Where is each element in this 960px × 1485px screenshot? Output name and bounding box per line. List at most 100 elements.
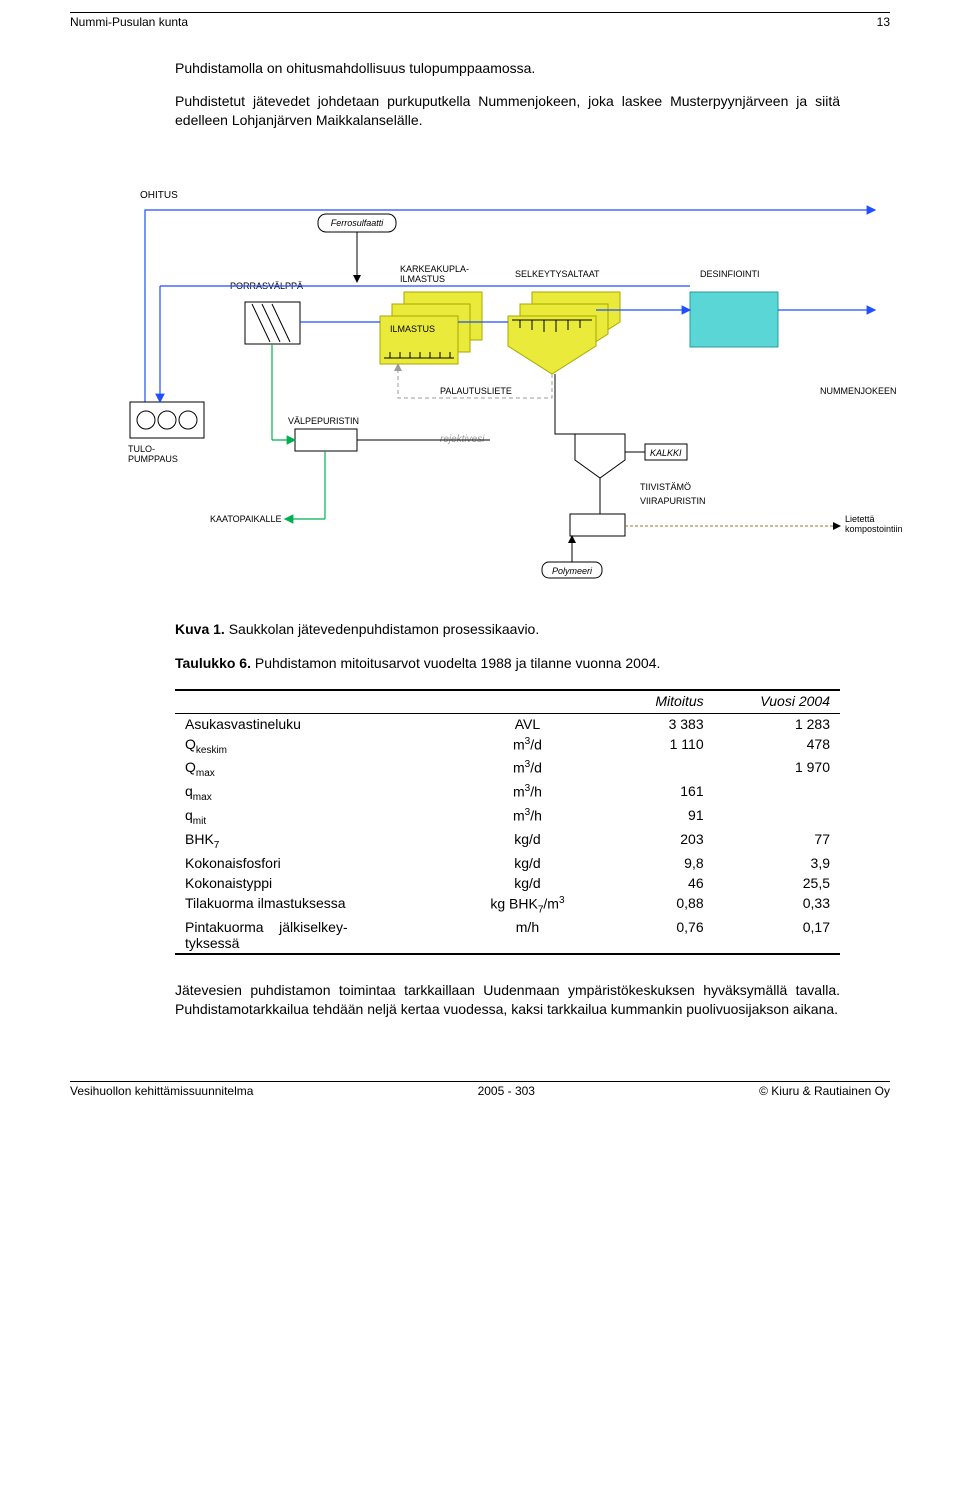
- cell-mit: 46: [587, 873, 713, 893]
- label-nummen: NUMMENJOKEEN: [820, 386, 897, 396]
- cell-unit: m3/d: [468, 734, 588, 758]
- cell-mit: 0,76: [587, 917, 713, 954]
- cell-mit: 3 383: [587, 713, 713, 734]
- cell-mit: 203: [587, 829, 713, 853]
- kuva1-caption: Kuva 1. Saukkolan jätevedenpuhdistamon p…: [175, 621, 840, 637]
- label-tulo-1: TULO-: [128, 444, 155, 454]
- cell-name: qmit: [175, 805, 468, 829]
- cell-unit: kg/d: [468, 829, 588, 853]
- cell-name: Pintakuorma jälkiselkey-tyksessä: [175, 917, 468, 954]
- label-liete-1: Lietettä: [845, 514, 875, 524]
- cell-unit: m3/h: [468, 781, 588, 805]
- footer-mid: 2005 - 303: [478, 1084, 535, 1098]
- kuva1-label: Kuva 1.: [175, 621, 225, 637]
- cell-2004: 77: [714, 829, 840, 853]
- cell-mit: 9,8: [587, 853, 713, 873]
- label-ohitus: OHITUS: [140, 190, 178, 201]
- cell-name: qmax: [175, 781, 468, 805]
- table-row: Tilakuorma ilmastuksessa kg BHK7/m3 0,88…: [175, 893, 840, 917]
- box-hopper: [575, 434, 625, 478]
- cell-2004: [714, 781, 840, 805]
- table-row: Asukasvastineluku AVL 3 383 1 283: [175, 713, 840, 734]
- cell-unit: m/h: [468, 917, 588, 954]
- page: Nummi-Pusulan kunta 13 Puhdistamolla on …: [0, 12, 960, 1108]
- footer-right: © Kiuru & Rautiainen Oy: [759, 1084, 890, 1098]
- cell-2004: 3,9: [714, 853, 840, 873]
- th-vuosi2004: Vuosi 2004: [714, 690, 840, 714]
- box-porras: [245, 302, 300, 344]
- cell-name: Kokonaistyppi: [175, 873, 468, 893]
- cell-name: Tilakuorma ilmastuksessa: [175, 893, 468, 917]
- cell-name: Qkeskim: [175, 734, 468, 758]
- label-valpe: VÄLPEPURISTIN: [288, 416, 359, 426]
- header-right: 13: [877, 15, 890, 29]
- label-ferro: Ferrosulfaatti: [331, 218, 385, 228]
- footer-left: Vesihuollon kehittämissuunnitelma: [70, 1084, 253, 1098]
- cell-2004: 1 970: [714, 757, 840, 781]
- cell-name: Kokonaisfosfori: [175, 853, 468, 873]
- cell-mit: 91: [587, 805, 713, 829]
- box-desinf: [690, 292, 778, 347]
- table-row: qmit m3/h 91: [175, 805, 840, 829]
- taulukko6-text: Puhdistamon mitoitusarvot vuodelta 1988 …: [255, 655, 661, 671]
- box-sludge: [570, 514, 625, 536]
- cell-name: Asukasvastineluku: [175, 713, 468, 734]
- cell-2004: [714, 805, 840, 829]
- process-diagram: OHITUS Ferrosulfaatti PORRASVÄLPPÄ KARKE…: [100, 154, 920, 597]
- table-row: Pintakuorma jälkiselkey-tyksessä m/h 0,7…: [175, 917, 840, 954]
- cell-2004: 25,5: [714, 873, 840, 893]
- diagram-svg: OHITUS Ferrosulfaatti PORRASVÄLPPÄ KARKE…: [100, 154, 920, 594]
- label-selk: SELKEYTYSALTAAT: [515, 269, 600, 279]
- table-row: Kokonaistyppi kg/d 46 25,5: [175, 873, 840, 893]
- cell-mit: 161: [587, 781, 713, 805]
- label-palautus: PALAUTUSLIETE: [440, 386, 512, 396]
- footer-rule: [70, 1081, 890, 1082]
- cell-mit: 1 110: [587, 734, 713, 758]
- table-row: Qmax m3/d 1 970: [175, 757, 840, 781]
- box-valpe: [295, 429, 357, 451]
- header: Nummi-Pusulan kunta 13: [0, 13, 960, 29]
- label-ilmastus: ILMASTUS: [390, 324, 435, 334]
- cell-2004: 478: [714, 734, 840, 758]
- mitoitus-table: Mitoitus Vuosi 2004 Asukasvastineluku AV…: [175, 689, 840, 955]
- label-viira: VIIRAPURISTIN: [640, 496, 706, 506]
- label-karkea-2: ILMASTUS: [400, 274, 445, 284]
- label-polymeeri: Polymeeri: [552, 566, 593, 576]
- box-ilmastus-group: ILMASTUS: [380, 292, 482, 364]
- cell-unit: AVL: [468, 713, 588, 734]
- intro-p1: Puhdistamolla on ohitusmahdollisuus tulo…: [175, 59, 840, 78]
- label-desinf: DESINFIOINTI: [700, 269, 760, 279]
- th-mitoitus: Mitoitus: [587, 690, 713, 714]
- table-row: Qkeskim m3/d 1 110 478: [175, 734, 840, 758]
- intro-p2: Puhdistetut jätevedet johdetaan purkuput…: [175, 92, 840, 130]
- cell-unit: m3/h: [468, 805, 588, 829]
- label-tiiv: TIIVISTÄMÖ: [640, 482, 691, 492]
- label-kaato: KAATOPAIKALLE: [210, 514, 282, 524]
- cell-mit: [587, 757, 713, 781]
- cell-2004: 1 283: [714, 713, 840, 734]
- outro: Jätevesien puhdistamon toimintaa tarkkai…: [175, 981, 840, 1019]
- cell-name: BHK7: [175, 829, 468, 853]
- label-kalkki: KALKKI: [650, 448, 682, 458]
- label-karkea-1: KARKEAKUPLA-: [400, 264, 469, 274]
- label-tulo-2: PUMPPAUS: [128, 454, 178, 464]
- cell-unit: kg/d: [468, 873, 588, 893]
- taulukko6-caption: Taulukko 6. Puhdistamon mitoitusarvot vu…: [175, 655, 840, 671]
- taulukko6-label: Taulukko 6.: [175, 655, 251, 671]
- cell-name: Qmax: [175, 757, 468, 781]
- table-row: qmax m3/h 161: [175, 781, 840, 805]
- box-selk-group: [508, 292, 620, 374]
- cell-2004: 0,17: [714, 917, 840, 954]
- table-row: Kokonaisfosfori kg/d 9,8 3,9: [175, 853, 840, 873]
- cell-unit: m3/d: [468, 757, 588, 781]
- cell-unit: kg BHK7/m3: [468, 893, 588, 917]
- table-row: BHK7 kg/d 203 77: [175, 829, 840, 853]
- footer: Vesihuollon kehittämissuunnitelma 2005 -…: [0, 1079, 960, 1108]
- header-left: Nummi-Pusulan kunta: [70, 15, 188, 29]
- cell-unit: kg/d: [468, 853, 588, 873]
- table-wrap: Mitoitus Vuosi 2004 Asukasvastineluku AV…: [175, 689, 840, 955]
- cell-2004: 0,33: [714, 893, 840, 917]
- kuva1-text: Saukkolan jätevedenpuhdistamon prosessik…: [229, 621, 540, 637]
- content: Puhdistamolla on ohitusmahdollisuus tulo…: [0, 29, 960, 1019]
- label-liete-2: kompostointiin: [845, 524, 903, 534]
